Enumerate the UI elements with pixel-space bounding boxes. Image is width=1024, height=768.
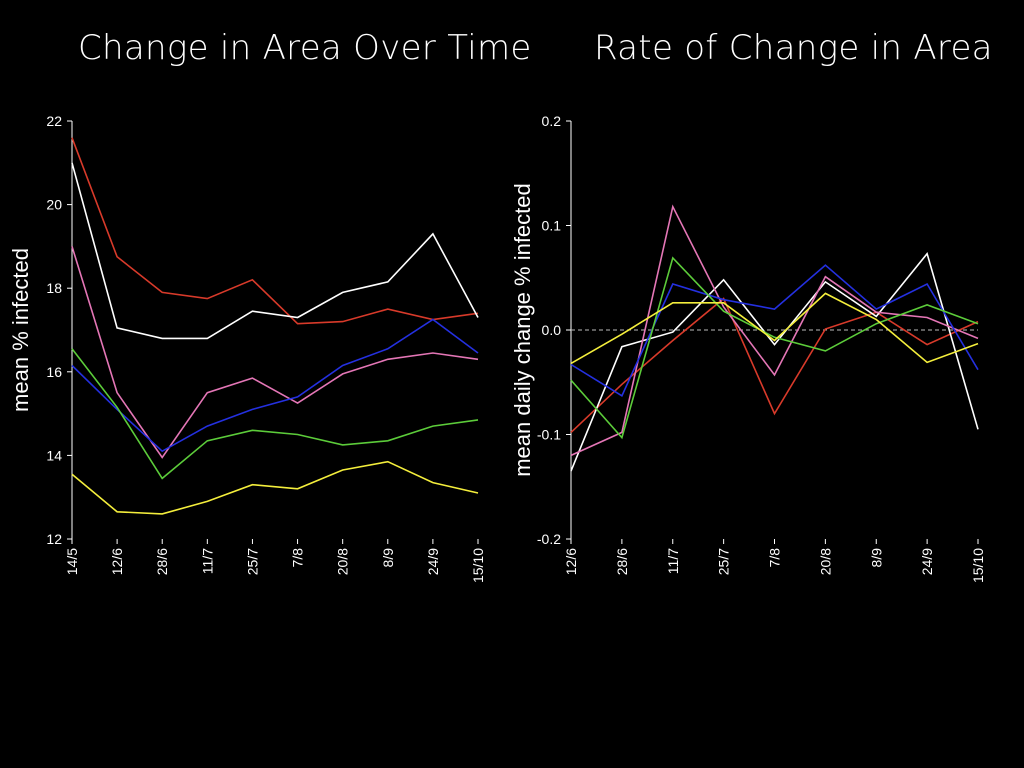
chart-2: -0.2 -0.1 0.0 0.1 0.2 12/6 28/6 11/7 25/7 7/8 20/8… [510, 113, 986, 583]
chart-2-x-tick-label: 15/10 [970, 548, 986, 583]
chart-2-x-tick-label: 12/6 [563, 548, 579, 575]
chart-1-series-5-line [71, 348, 479, 480]
chart-1-y-axis-label: mean % infected [8, 248, 33, 412]
chart-2-series-2-line [570, 252, 979, 472]
chart-2-x-tick-label: 20/8 [817, 548, 833, 575]
chart-2-x-tick-label: 24/9 [919, 548, 935, 575]
chart-2-series-4-line [570, 264, 979, 397]
chart-1-series-3-line [71, 246, 479, 459]
chart-1: 12 14 16 18 20 22 14/5 12/6 28/6 11/7 25/7 7/8 20/8 8… [8, 113, 486, 583]
chart-1-x-tick-label: 7/8 [290, 548, 306, 568]
chart-2-x-tick-label: 11/7 [665, 548, 681, 574]
chart-1-x-tick-label: 20/8 [335, 548, 351, 575]
chart-2-x-tick-label: 8/9 [868, 548, 884, 568]
chart-2-series-6-line [570, 292, 979, 365]
chart-2-series-3-line [570, 204, 979, 457]
chart-2-x-tick-label: 25/7 [716, 548, 732, 575]
left-chart-title: Change in Area Over Time [78, 28, 532, 68]
chart-1-x-tick-label: 25/7 [244, 548, 260, 575]
chart-2-y-tick-label: 0.2 [542, 113, 562, 129]
chart-1-y-tick-label: 16 [46, 364, 62, 380]
chart-1-x-tick-label: 12/6 [109, 548, 125, 575]
chart-1-x-tick-label: 14/5 [64, 548, 80, 575]
chart-1-x-tick-label: 8/9 [380, 548, 396, 568]
chart-2-x-tick-label: 28/6 [614, 548, 630, 575]
chart-1-series-1-line [71, 137, 479, 325]
chart-2-y-tick-label: 0.0 [542, 322, 562, 338]
chart-1-series-2-line [71, 162, 479, 340]
chart-2-series-1-line [570, 297, 979, 433]
right-chart-title: Rate of Change in Area [594, 28, 993, 68]
chart-1-y-tick-label: 18 [46, 280, 62, 296]
chart-1-x-tick-label: 28/6 [154, 548, 170, 575]
chart-1-series-4-line [71, 318, 479, 453]
chart-1-x-tick-label: 11/7 [199, 548, 215, 574]
chart-1-series-6-line [71, 460, 479, 515]
chart-1-y-tick-label: 14 [46, 447, 62, 463]
chart-1-x-tick-label: 24/9 [425, 548, 441, 575]
chart-1-x-tick-label: 15/10 [470, 548, 486, 583]
chart-2-y-axis-label: mean daily change % infected [510, 183, 535, 477]
chart-2-y-tick-label: -0.2 [537, 531, 561, 547]
chart-2-x-tick-label: 7/8 [767, 548, 783, 568]
chart-1-y-tick-label: 12 [46, 531, 62, 547]
chart-1-y-tick-label: 22 [46, 113, 62, 129]
chart-1-y-tick-label: 20 [46, 197, 62, 213]
chart-2-y-tick-label: -0.1 [537, 427, 561, 443]
chart-2-series-5-line [570, 256, 979, 440]
chart-2-y-tick-label: 0.1 [542, 218, 562, 234]
